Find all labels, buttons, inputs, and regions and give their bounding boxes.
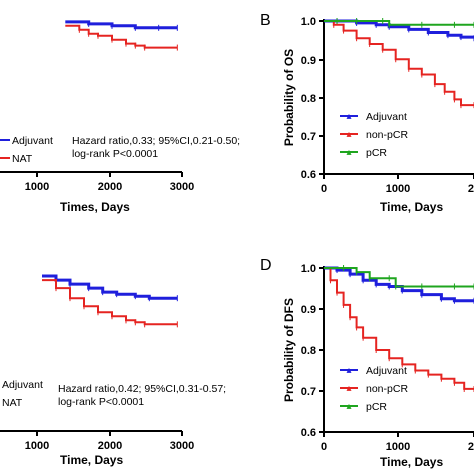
- y-tick-label: 0.9: [301, 55, 316, 67]
- y-tick-label: 0.7: [301, 131, 316, 143]
- hazard-ratio-annotation: Hazard ratio,0.42; 95%CI,0.31-0.57;: [58, 383, 226, 395]
- x-tick-label: 0: [321, 441, 327, 453]
- x-tick-label: 1000: [386, 441, 410, 453]
- panel-d-dfs-by-pcr: 0 1000 20 0.6 0.7 0.8 0.9 1.0 Time, Days Probabil…: [260, 257, 474, 469]
- x-tick-label: 20: [468, 441, 474, 453]
- series-line-adjuvant: [65, 20, 178, 30]
- y-tick-label: 0.6: [301, 427, 316, 439]
- y-tick-label: 1.0: [301, 263, 316, 275]
- legend-marker-icon: ▴: [346, 383, 351, 394]
- y-axis-title: Probability of DFS: [282, 298, 296, 402]
- x-tick-label: 1000: [25, 440, 49, 452]
- x-tick-label: 0: [321, 183, 327, 195]
- y-tick-label: 0.8: [301, 345, 316, 357]
- x-axis-title: Times, Days: [60, 200, 130, 214]
- series-line-pcr: [324, 20, 474, 26]
- hazard-ratio-annotation: log-rank P<0.0001: [72, 148, 158, 160]
- legend-label: pCR: [366, 147, 387, 159]
- legend-label: non-pCR: [366, 129, 408, 141]
- series-line-pcr: [324, 267, 474, 288]
- x-axis-title: Time, Days: [60, 453, 123, 467]
- legend-label: Adjuvant: [2, 379, 43, 391]
- legend-label: NAT: [2, 397, 23, 409]
- hazard-ratio-annotation: Hazard ratio,0.33; 95%CI,0.21-0.50;: [72, 135, 240, 147]
- legend-marker-icon: ▴: [346, 147, 351, 158]
- y-tick-label: 1.0: [301, 16, 316, 28]
- y-tick-label: 0.8: [301, 93, 316, 105]
- x-tick-label: 3000: [170, 440, 194, 452]
- legend-marker-icon: ▴: [346, 129, 351, 140]
- x-tick-label: 20: [468, 183, 474, 195]
- y-tick-label: 0.9: [301, 304, 316, 316]
- series-line-nat: [42, 279, 178, 326]
- y-tick-label: 0.6: [301, 169, 316, 181]
- legend-label: Adjuvant: [366, 111, 407, 123]
- series-line-non-pcr: [324, 20, 474, 107]
- hazard-ratio-annotation: log-rank P<0.0001: [58, 396, 144, 408]
- panel-a-adjuvant-vs-nat-os: 1000 2000 3000 Times, Days Adjuvant NAT Hazard…: [0, 20, 240, 214]
- y-tick-label: 0.7: [301, 386, 316, 398]
- y-axis-title: Probability of OS: [282, 49, 296, 146]
- legend-label: non-pCR: [366, 383, 408, 395]
- x-tick-label: 3000: [170, 181, 194, 193]
- legend-label: pCR: [366, 401, 387, 413]
- x-axis-title: Time, Days: [380, 200, 443, 214]
- series-line-adjuvant: [324, 266, 474, 303]
- legend-label: NAT: [12, 153, 33, 165]
- x-axis-title: Time, Days: [380, 455, 443, 469]
- legend-label: Adjuvant: [12, 135, 53, 147]
- panel-b-os-by-pcr: 0 1000 20 0.6 0.7 0.8 0.9 1.0 Time, Days Probabil…: [260, 12, 474, 214]
- legend-marker-icon: ▴: [346, 111, 351, 122]
- legend-label: Adjuvant: [366, 365, 407, 377]
- x-tick-label: 2000: [98, 181, 122, 193]
- legend-marker-icon: ▴: [346, 365, 351, 376]
- panel-letter: B: [260, 12, 271, 29]
- x-tick-label: 1000: [25, 181, 49, 193]
- legend-marker-icon: ▴: [346, 401, 351, 412]
- panel-c-adjuvant-vs-nat-dfs: 1000 2000 3000 Time, Days Adjuvant NAT Hazard …: [0, 274, 226, 467]
- x-tick-label: 2000: [98, 440, 122, 452]
- series-line-non-pcr: [324, 267, 474, 390]
- panel-letter: D: [260, 257, 272, 274]
- x-tick-label: 1000: [386, 183, 410, 195]
